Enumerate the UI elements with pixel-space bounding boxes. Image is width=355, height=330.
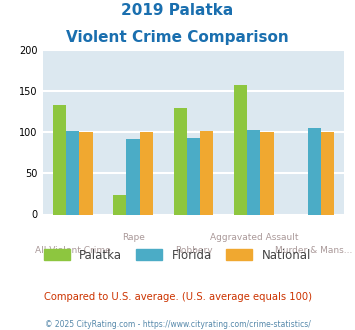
Text: All Violent Crime: All Violent Crime	[35, 246, 111, 255]
Bar	[53, 105, 66, 214]
Text: Violent Crime Comparison: Violent Crime Comparison	[66, 30, 289, 45]
Bar	[261, 132, 274, 214]
Bar	[307, 128, 321, 214]
Text: Rape: Rape	[122, 233, 144, 242]
Bar	[126, 139, 140, 214]
Bar	[247, 130, 261, 214]
Legend: Palatka, Florida, National: Palatka, Florida, National	[39, 244, 316, 266]
Bar	[234, 85, 247, 214]
Bar	[113, 195, 126, 214]
Text: Aggravated Assault: Aggravated Assault	[209, 233, 298, 242]
Text: © 2025 CityRating.com - https://www.cityrating.com/crime-statistics/: © 2025 CityRating.com - https://www.city…	[45, 320, 310, 329]
Text: 2019 Palatka: 2019 Palatka	[121, 3, 234, 18]
Text: Robbery: Robbery	[175, 246, 212, 255]
Bar	[200, 131, 213, 214]
Text: Compared to U.S. average. (U.S. average equals 100): Compared to U.S. average. (U.S. average …	[44, 292, 311, 302]
Bar	[321, 132, 334, 214]
Text: Murder & Mans...: Murder & Mans...	[275, 246, 353, 255]
Bar	[174, 108, 187, 214]
Bar	[140, 132, 153, 214]
Bar	[80, 132, 93, 214]
Bar	[66, 131, 80, 214]
Bar	[187, 138, 200, 214]
